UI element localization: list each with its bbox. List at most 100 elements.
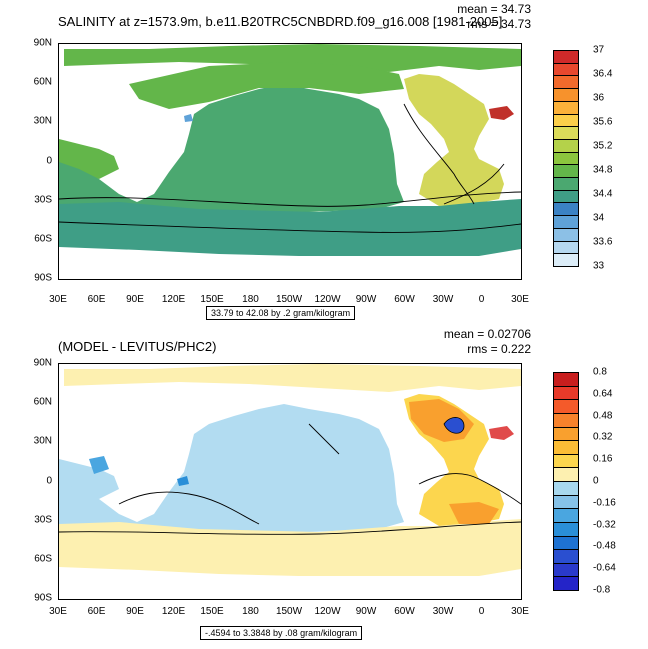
- colorbar-label: -0.32: [593, 519, 616, 531]
- colorbar-box: [553, 521, 579, 537]
- colorbar-label: 36.4: [593, 68, 613, 80]
- contour-line: [403, 103, 475, 205]
- salinity-mean: mean = 34.73: [457, 2, 531, 16]
- north-indian-ocean: [59, 139, 119, 179]
- bottom-x-tick-label: 30E: [511, 606, 529, 617]
- bottom-x-tick-label: 60E: [87, 606, 106, 617]
- top-y-tick-label: 90S: [34, 272, 52, 284]
- contour-line: [59, 221, 521, 233]
- colorbar-label: 0.16: [593, 453, 613, 465]
- colorbar-label: 33: [593, 260, 605, 272]
- salinity-rms: rms = 34.73: [467, 17, 531, 31]
- top-y-tick-label: 0: [46, 155, 52, 166]
- top-y-tick-label: 60S: [34, 233, 52, 245]
- colorbar-box: [553, 50, 579, 64]
- colorbar-label: 34.8: [593, 164, 613, 176]
- colorbar-box: [553, 399, 579, 414]
- bottom-x-tick-label: 120E: [161, 606, 186, 617]
- difference-map-canvas: [59, 364, 521, 576]
- colorbar-label: 34.4: [593, 188, 613, 200]
- colorbar-box: [553, 412, 579, 428]
- salinity-map: [58, 43, 522, 280]
- colorbar-label: 0.8: [593, 366, 607, 378]
- difference-title: (MODEL - LEVITUS/PHC2): [58, 339, 217, 354]
- colorbar-box: [553, 202, 579, 217]
- colorbar-label: 35.2: [593, 140, 613, 152]
- atlantic-ocean: [404, 74, 504, 206]
- colorbar-label: 37: [593, 44, 605, 56]
- top-x-tick-label: 90W: [355, 294, 377, 305]
- bottom-x-tick-label: 30E: [49, 606, 67, 617]
- colorbar-label: 35.6: [593, 116, 613, 128]
- colorbar-label: -0.64: [593, 562, 616, 574]
- colorbar-label: 0.48: [593, 410, 613, 422]
- top-x-tick-label: 60W: [394, 294, 415, 305]
- north-pacific-band: [129, 62, 404, 109]
- top-y-tick-label: 30S: [34, 194, 52, 206]
- salinity-colorbar: 37 36.4 36 35.6 35.2 34.8 34.4 34 33.6 33: [553, 45, 612, 272]
- colorbar-box: [553, 372, 579, 387]
- colorbar-box: [553, 126, 579, 140]
- indonesia-patch: [177, 476, 189, 486]
- colorbar-box: [553, 215, 579, 229]
- colorbar-box: [553, 576, 579, 591]
- top-y-tick-label: 60N: [33, 76, 52, 88]
- colorbar-box: [553, 100, 579, 115]
- colorbar-label: -0.48: [593, 540, 616, 552]
- difference-panel: (MODEL - LEVITUS/PHC2) mean = 0.02706 rm…: [0, 325, 648, 649]
- pacific-indian-ocean: [59, 84, 404, 212]
- difference-mean: mean = 0.02706: [443, 327, 531, 341]
- colorbar-box: [553, 151, 579, 166]
- bottom-x-tick-label: 150W: [275, 606, 303, 617]
- top-x-tick-label: 90E: [126, 294, 144, 305]
- top-x-tick-label: 150W: [275, 294, 303, 305]
- contour-line: [118, 491, 260, 525]
- colorbar-label: 34: [593, 212, 605, 224]
- colorbar-box: [553, 467, 579, 482]
- colorbar-box: [553, 535, 579, 551]
- top-x-tick-label: 120W: [314, 294, 341, 305]
- colorbar-box: [553, 227, 579, 242]
- colorbar-box: [553, 453, 579, 469]
- top-x-tick-label: 150E: [200, 294, 224, 305]
- bottom-x-tick-label: 120W: [314, 606, 341, 617]
- contour-line: [418, 473, 521, 505]
- colorbar-box: [553, 88, 579, 102]
- difference-map: [58, 363, 522, 600]
- colorbar-box: [553, 253, 579, 267]
- colorbar-box: [553, 562, 579, 578]
- arctic-ocean: [64, 364, 521, 392]
- colorbar-box: [553, 494, 579, 510]
- contour-line: [308, 423, 340, 455]
- colorbar-box: [553, 240, 579, 255]
- difference-colorbar: 0.8 0.64 0.48 0.32 0.16 0 -0.16 -0.32 -0.48 -0.64…: [553, 367, 616, 596]
- north-indian-ocean: [59, 459, 119, 499]
- bottom-x-tick-label: 0: [478, 606, 485, 617]
- contour-line: [443, 163, 505, 205]
- colorbar-label: 33.6: [593, 236, 613, 248]
- top-x-tick-label: 180: [242, 294, 259, 305]
- arabian-sea-patch: [89, 456, 109, 474]
- colorbar-box: [553, 481, 579, 496]
- salinity-panel: SALINITY at z=1573.9m, b.e11.B20TRC5CNBD…: [58, 2, 612, 320]
- colorbar-label: -0.16: [593, 497, 616, 509]
- bottom-x-tick-label: 30W: [432, 606, 454, 617]
- top-x-tick-label: 120E: [161, 294, 186, 305]
- difference-range-label: -.4594 to 3.3848 by .08 gram/kilogram: [200, 626, 363, 640]
- mediterranean: [489, 426, 514, 440]
- colorbar-box: [553, 164, 579, 179]
- colorbar-box: [553, 189, 579, 204]
- colorbar-label: 36: [593, 92, 605, 104]
- colorbar-label: 0: [593, 475, 599, 487]
- colorbar-label: -0.8: [593, 584, 611, 596]
- colorbar-box: [553, 508, 579, 523]
- difference-rms: rms = 0.222: [467, 342, 531, 356]
- bottom-x-tick-label: 150E: [200, 606, 224, 617]
- south-atlantic-anomaly: [449, 502, 499, 524]
- contour-line: [59, 521, 521, 535]
- colorbar-box: [553, 177, 579, 191]
- colorbar-box: [553, 113, 579, 128]
- colorbar-box: [553, 62, 579, 77]
- bottom-x-tick-label: 60W: [394, 606, 415, 617]
- bottom-y-tick-label: 90S: [34, 592, 52, 604]
